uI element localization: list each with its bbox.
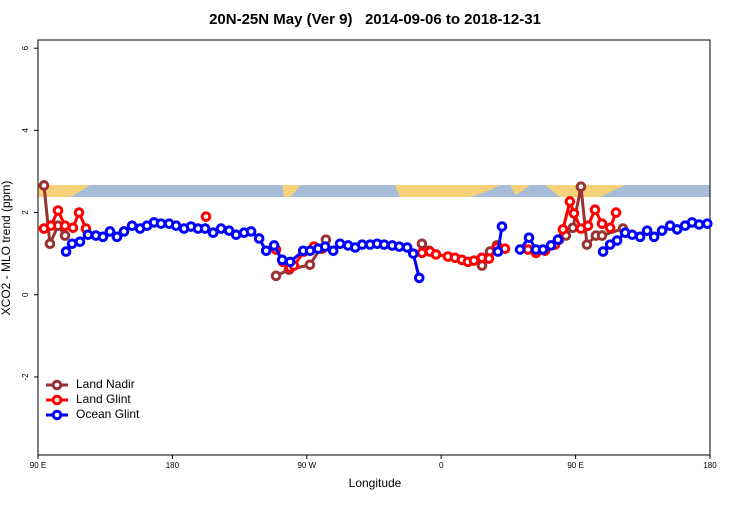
legend-marker bbox=[51, 379, 63, 391]
data-point bbox=[200, 211, 212, 222]
data-point bbox=[215, 223, 227, 234]
data-point bbox=[118, 226, 130, 237]
data-point bbox=[111, 231, 123, 243]
legend-label: Land Nadir bbox=[76, 377, 135, 391]
data-point bbox=[702, 218, 713, 229]
data-point bbox=[52, 205, 64, 216]
data-point bbox=[413, 272, 425, 284]
data-point bbox=[104, 226, 116, 237]
y-axis-label: XCO2 - MLO trend (ppm) bbox=[0, 181, 13, 316]
data-point bbox=[284, 256, 296, 268]
data-point bbox=[634, 231, 646, 243]
data-point bbox=[564, 196, 576, 207]
data-point bbox=[430, 249, 442, 260]
data-point bbox=[60, 246, 72, 257]
data-point bbox=[407, 248, 419, 259]
data-point bbox=[155, 218, 167, 229]
legend-marker bbox=[51, 409, 63, 421]
map-land bbox=[282, 185, 300, 197]
legend-label: Ocean Glint bbox=[76, 407, 140, 421]
map-land bbox=[395, 185, 500, 197]
data-point bbox=[393, 241, 405, 252]
y-tick-label: -2 bbox=[21, 373, 30, 381]
x-axis-label: Longitude bbox=[349, 476, 402, 490]
data-point bbox=[671, 224, 683, 235]
map-strip bbox=[38, 185, 710, 197]
data-point bbox=[596, 230, 608, 241]
x-tick-label: 90 W bbox=[297, 461, 316, 470]
data-point bbox=[581, 239, 593, 250]
legend-label: Land Glint bbox=[76, 392, 131, 406]
data-point bbox=[693, 219, 705, 230]
data-point bbox=[74, 236, 86, 248]
data-point bbox=[207, 227, 219, 239]
map-land bbox=[510, 185, 530, 195]
data-point bbox=[523, 232, 535, 243]
data-point bbox=[38, 180, 50, 191]
data-point bbox=[557, 224, 569, 235]
data-point bbox=[199, 223, 211, 234]
x-tick-label: 180 bbox=[166, 461, 180, 470]
data-point bbox=[468, 255, 480, 266]
data-point bbox=[319, 241, 331, 252]
map-land bbox=[545, 185, 625, 197]
data-point bbox=[575, 181, 587, 192]
data-point bbox=[656, 225, 668, 236]
data-point bbox=[260, 245, 272, 257]
data-point bbox=[245, 226, 257, 237]
data-point bbox=[378, 239, 390, 250]
data-point bbox=[416, 238, 428, 250]
chart-title: 20N-25N May (Ver 9) 2014-09-06 to 2018-1… bbox=[209, 11, 541, 28]
plot-frame bbox=[37, 39, 711, 456]
x-tick-label: 90 E bbox=[30, 461, 46, 470]
y-tick-label: 0 bbox=[21, 292, 30, 297]
data-point bbox=[59, 230, 71, 241]
data-point bbox=[304, 259, 316, 271]
data-point bbox=[270, 270, 282, 282]
data-point bbox=[589, 204, 601, 215]
data-point bbox=[82, 229, 94, 241]
data-point bbox=[552, 234, 564, 245]
x-tick-label: 0 bbox=[439, 461, 444, 470]
y-tick-label: 6 bbox=[21, 45, 30, 50]
data-point bbox=[641, 225, 653, 236]
data-point bbox=[401, 242, 413, 253]
map-land bbox=[38, 185, 90, 197]
data-point bbox=[604, 222, 616, 234]
data-point bbox=[483, 253, 495, 264]
data-point bbox=[537, 244, 549, 255]
data-point bbox=[568, 208, 580, 219]
data-point bbox=[648, 231, 660, 243]
data-point bbox=[611, 235, 623, 246]
data-point bbox=[582, 220, 594, 232]
data-point bbox=[597, 246, 609, 257]
data-point bbox=[334, 238, 346, 250]
legend-marker bbox=[51, 394, 63, 406]
x-tick-label: 180 bbox=[703, 461, 717, 470]
data-point bbox=[567, 222, 579, 234]
data-point bbox=[496, 221, 508, 232]
data-point bbox=[73, 207, 85, 218]
data-point bbox=[44, 238, 56, 250]
data-point bbox=[492, 246, 504, 257]
data-point bbox=[596, 218, 608, 229]
y-tick-label: 2 bbox=[21, 210, 30, 215]
y-tick-label: 4 bbox=[21, 128, 30, 133]
data-point bbox=[545, 240, 557, 251]
map-ocean bbox=[38, 185, 710, 197]
data-point bbox=[268, 240, 280, 251]
data-point bbox=[514, 244, 526, 255]
data-point bbox=[610, 207, 622, 218]
data-point bbox=[45, 220, 57, 232]
data-point bbox=[97, 231, 109, 243]
data-point bbox=[416, 247, 428, 259]
data-point bbox=[67, 222, 79, 234]
data-point bbox=[253, 233, 265, 244]
x-tick-label: 90 E bbox=[567, 461, 583, 470]
data-point bbox=[304, 245, 316, 257]
data-point bbox=[327, 245, 339, 257]
